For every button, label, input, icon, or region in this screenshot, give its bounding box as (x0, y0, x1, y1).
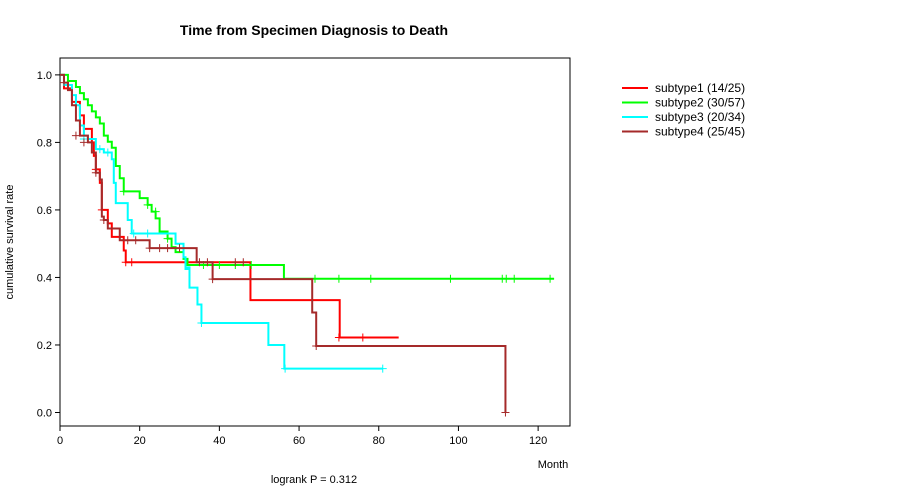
censor-mark (123, 236, 132, 245)
censor-mark (79, 138, 88, 147)
x-tick-label: 80 (373, 435, 385, 447)
x-axis: 0 20 40 60 80 100 120 (57, 426, 547, 447)
censor-mark (239, 258, 248, 267)
censor-mark (281, 364, 290, 373)
censor-mark (127, 258, 136, 267)
censor-mark (208, 275, 217, 284)
y-tick-label: 0.0 (37, 407, 52, 419)
logrank-pvalue: logrank P = 0.312 (271, 474, 357, 486)
censor-mark (103, 148, 112, 157)
x-tick-label: 60 (293, 435, 305, 447)
y-tick-label: 0.6 (37, 205, 52, 217)
survival-curve-1 (60, 73, 399, 339)
censor-mark (215, 260, 224, 269)
censor-mark (175, 244, 184, 253)
legend-label: subtype1 (14/25) (655, 81, 745, 95)
censor-mark (502, 274, 511, 283)
legend-label: subtype4 (25/45) (655, 125, 745, 139)
censor-mark (151, 207, 160, 216)
censor-mark (510, 274, 519, 283)
y-tick-label: 0.2 (37, 340, 52, 352)
series-2 (60, 73, 555, 283)
censor-mark (378, 364, 387, 373)
survival-curve-4 (60, 73, 507, 413)
censor-mark (334, 274, 343, 283)
legend-label: subtype2 (30/57) (655, 96, 745, 110)
x-tick-label: 120 (529, 435, 547, 447)
y-tick-label: 1.0 (37, 70, 52, 82)
chart-title: Time from Specimen Diagnosis to Death (180, 22, 448, 38)
plot-frame (59, 57, 571, 427)
legend-label: subtype3 (20/34) (655, 110, 745, 124)
censor-mark (446, 274, 455, 283)
censor-mark (358, 333, 367, 342)
censor-mark (247, 260, 256, 269)
y-axis-label: cumulative survival rate (4, 185, 16, 300)
censor-mark (366, 274, 375, 283)
censor-mark (203, 258, 212, 267)
censor-mark (197, 319, 206, 328)
series-layer (59, 73, 555, 417)
censor-mark (143, 200, 152, 209)
censor-mark (71, 131, 80, 140)
series-1 (60, 73, 399, 342)
censor-mark (334, 333, 343, 342)
legend: subtype1 (14/25)subtype2 (30/57)subtype3… (622, 81, 745, 139)
x-tick-label: 40 (213, 435, 225, 447)
x-tick-label: 0 (57, 435, 63, 447)
censor-mark (231, 258, 240, 267)
x-tick-label: 20 (134, 435, 146, 447)
censor-mark (163, 244, 172, 253)
y-tick-label: 0.8 (37, 137, 52, 149)
x-tick-label: 100 (449, 435, 467, 447)
censor-mark (312, 341, 321, 350)
censor-mark (59, 78, 68, 87)
censor-mark (145, 244, 154, 253)
series-4 (59, 73, 510, 417)
censor-mark (195, 258, 204, 267)
censor-mark (501, 408, 510, 417)
censor-mark (129, 229, 138, 238)
y-tick-label: 0.4 (37, 272, 52, 284)
censor-mark (163, 234, 172, 243)
censor-mark (95, 145, 104, 154)
censor-mark (99, 216, 108, 225)
censor-mark (143, 229, 152, 238)
x-axis-label: Month (538, 459, 569, 471)
censor-mark (131, 236, 140, 245)
censor-mark (546, 274, 555, 283)
censor-mark (119, 187, 128, 196)
y-axis: 0.0 0.2 0.4 0.6 0.8 1.0 (37, 70, 60, 419)
survival-curve-2 (60, 73, 555, 280)
censor-mark (91, 168, 100, 177)
censor-mark (155, 244, 164, 253)
